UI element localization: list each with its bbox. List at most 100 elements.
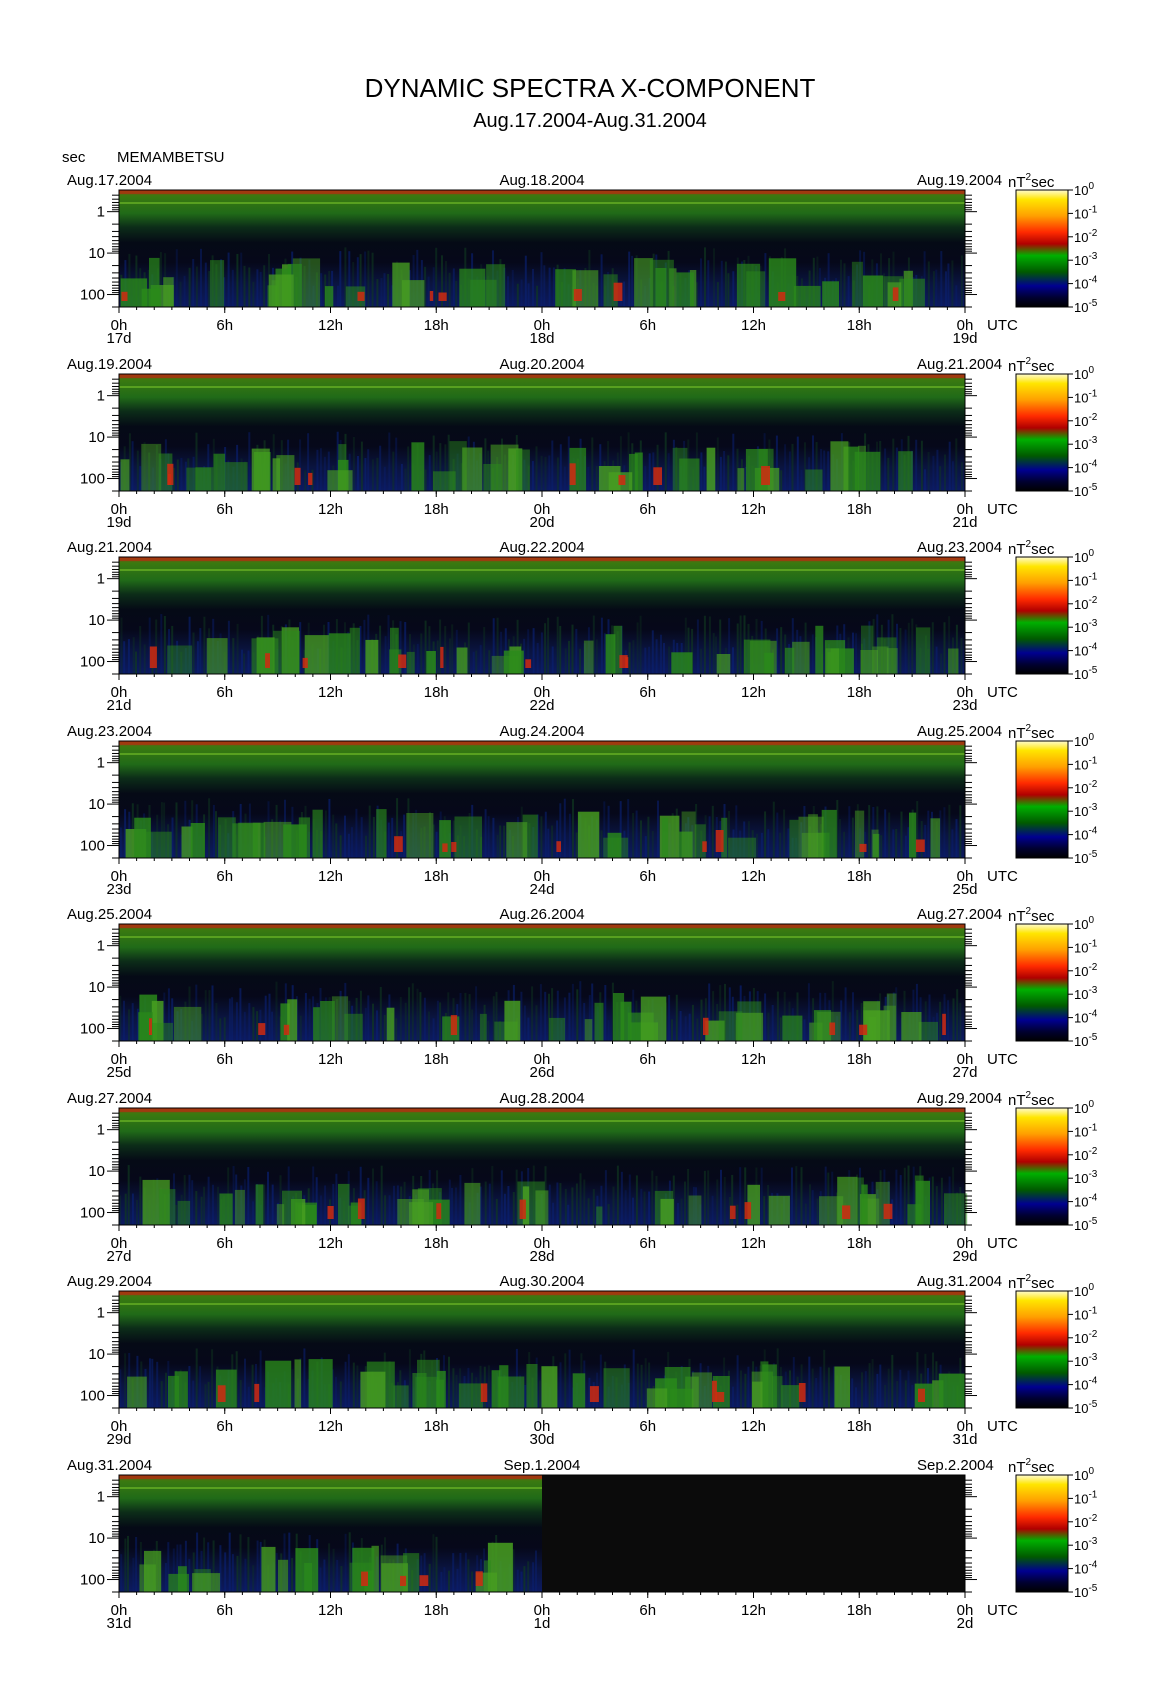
- spectrum-texture: [779, 832, 782, 858]
- spectrum-texture: [583, 1179, 586, 1225]
- y-tick-label: 1: [97, 388, 105, 405]
- spectrum-texture: [568, 640, 570, 674]
- spectrum-texture: [884, 1384, 887, 1408]
- spectrum-texture: [556, 1182, 559, 1225]
- spectrum-texture: [455, 1187, 457, 1225]
- spectral-burst: [504, 1000, 521, 1041]
- spectrum-texture: [335, 823, 338, 858]
- spectral-line: [119, 202, 965, 204]
- spectral-burst: [854, 810, 865, 858]
- spectral-burst: [192, 1573, 221, 1592]
- spectral-burst: [406, 813, 434, 858]
- spectrum-texture: [776, 991, 779, 1041]
- spectrum-texture: [143, 644, 146, 674]
- x-tick-label: 18h: [424, 1051, 449, 1068]
- spectrum-texture: [603, 801, 606, 858]
- spectrum-texture: [344, 1361, 347, 1408]
- colorbar-unit: nT2sec: [1008, 723, 1055, 742]
- spectrum-texture: [568, 1349, 571, 1408]
- spectrum-texture: [568, 813, 571, 858]
- x-tick-label: 6h: [216, 1602, 233, 1619]
- colorbar-tick-label: 10-3: [1074, 1352, 1098, 1369]
- spectral-burst: [280, 1003, 290, 1041]
- spectrum-texture: [719, 985, 722, 1041]
- panel-mid-date: Aug.18.2004: [499, 172, 584, 189]
- spectrum-texture: [200, 1196, 203, 1225]
- spectrum-texture: [684, 617, 687, 674]
- spectrum-texture: [324, 810, 327, 858]
- spectrum-texture: [712, 633, 715, 674]
- top-band: [119, 190, 965, 194]
- spectrum-texture: [307, 433, 310, 491]
- day-label: 31d: [952, 1431, 977, 1448]
- spectrum-texture: [628, 642, 631, 674]
- spectral-burst: [295, 1548, 319, 1592]
- spectral-burst: [206, 638, 228, 674]
- spectrum-texture: [907, 1165, 910, 1225]
- spectrum-texture: [232, 1166, 235, 1225]
- spectrum-texture: [932, 1352, 934, 1408]
- spectrum-texture: [944, 454, 946, 491]
- spectral-burst: [603, 837, 629, 858]
- spectrum-texture: [467, 622, 470, 674]
- spectrum-texture: [827, 451, 830, 491]
- spectrum-texture: [731, 996, 734, 1041]
- spectrum-texture: [395, 437, 398, 491]
- spectrum-texture: [880, 835, 883, 858]
- spectrum-texture: [864, 1371, 867, 1408]
- spectrum-texture: [543, 265, 546, 307]
- colorbar-tick-label: 100: [1074, 1099, 1094, 1116]
- spectrum-texture: [240, 252, 243, 307]
- spectral-peak: [729, 1205, 736, 1219]
- day-label: 21d: [106, 697, 131, 714]
- x-tick-label: 0h: [534, 501, 551, 518]
- spectral-burst: [506, 822, 528, 858]
- spectrum-texture: [536, 642, 539, 674]
- spectrum-texture: [523, 1005, 526, 1041]
- spectrum-texture: [895, 1169, 898, 1225]
- spectrum-texture: [616, 1165, 619, 1225]
- spectral-peak: [829, 1022, 836, 1035]
- spectrum-texture: [207, 1176, 210, 1225]
- spectrum-texture: [776, 1348, 779, 1408]
- spectral-peak: [429, 291, 434, 301]
- spectrum-texture: [640, 1364, 643, 1408]
- spectrum-texture: [388, 1195, 391, 1225]
- spectrum-texture: [203, 1537, 206, 1592]
- spectrum-texture: [499, 825, 502, 858]
- spectrum-texture: [439, 1002, 442, 1041]
- x-tick-label: 12h: [741, 1418, 766, 1435]
- spectrum-texture: [371, 459, 374, 491]
- spectral-burst: [868, 1017, 876, 1041]
- spectrum-texture: [856, 1009, 859, 1041]
- spectrum-texture: [731, 1174, 734, 1225]
- spectral-burst: [676, 272, 694, 307]
- spectrum-texture: [872, 806, 875, 858]
- x-tick-label: 0h: [111, 1051, 128, 1068]
- spectrum-texture: [376, 457, 379, 491]
- spectrum-texture: [368, 805, 371, 858]
- spectrum-texture: [575, 628, 578, 674]
- spectrum-texture: [444, 444, 447, 491]
- panel-end-date: Aug.21.2004: [917, 356, 1002, 373]
- spectrum-texture: [404, 1002, 407, 1041]
- spectrum-texture: [452, 820, 455, 858]
- spectrum-texture: [891, 614, 894, 674]
- spectrum-texture: [955, 438, 958, 491]
- spectral-burst: [772, 1376, 783, 1408]
- spectrum-texture: [319, 448, 322, 491]
- colorbar-unit: nT2sec: [1008, 1457, 1055, 1476]
- spectrum-texture: [531, 461, 534, 491]
- spectrum-texture: [684, 1181, 686, 1225]
- spectrum-texture: [451, 624, 454, 674]
- spectral-burst: [613, 625, 623, 674]
- spectral-burst: [345, 286, 366, 307]
- spectral-peak: [883, 1203, 893, 1219]
- colorbar-tick-label: 10-3: [1074, 251, 1098, 268]
- spectrum-texture: [239, 1534, 242, 1592]
- spectrum-texture: [328, 798, 331, 858]
- spectrum-texture: [884, 448, 887, 491]
- spectrum-texture: [531, 986, 534, 1041]
- spectral-burst: [594, 1002, 604, 1041]
- spectrum-texture: [935, 646, 938, 674]
